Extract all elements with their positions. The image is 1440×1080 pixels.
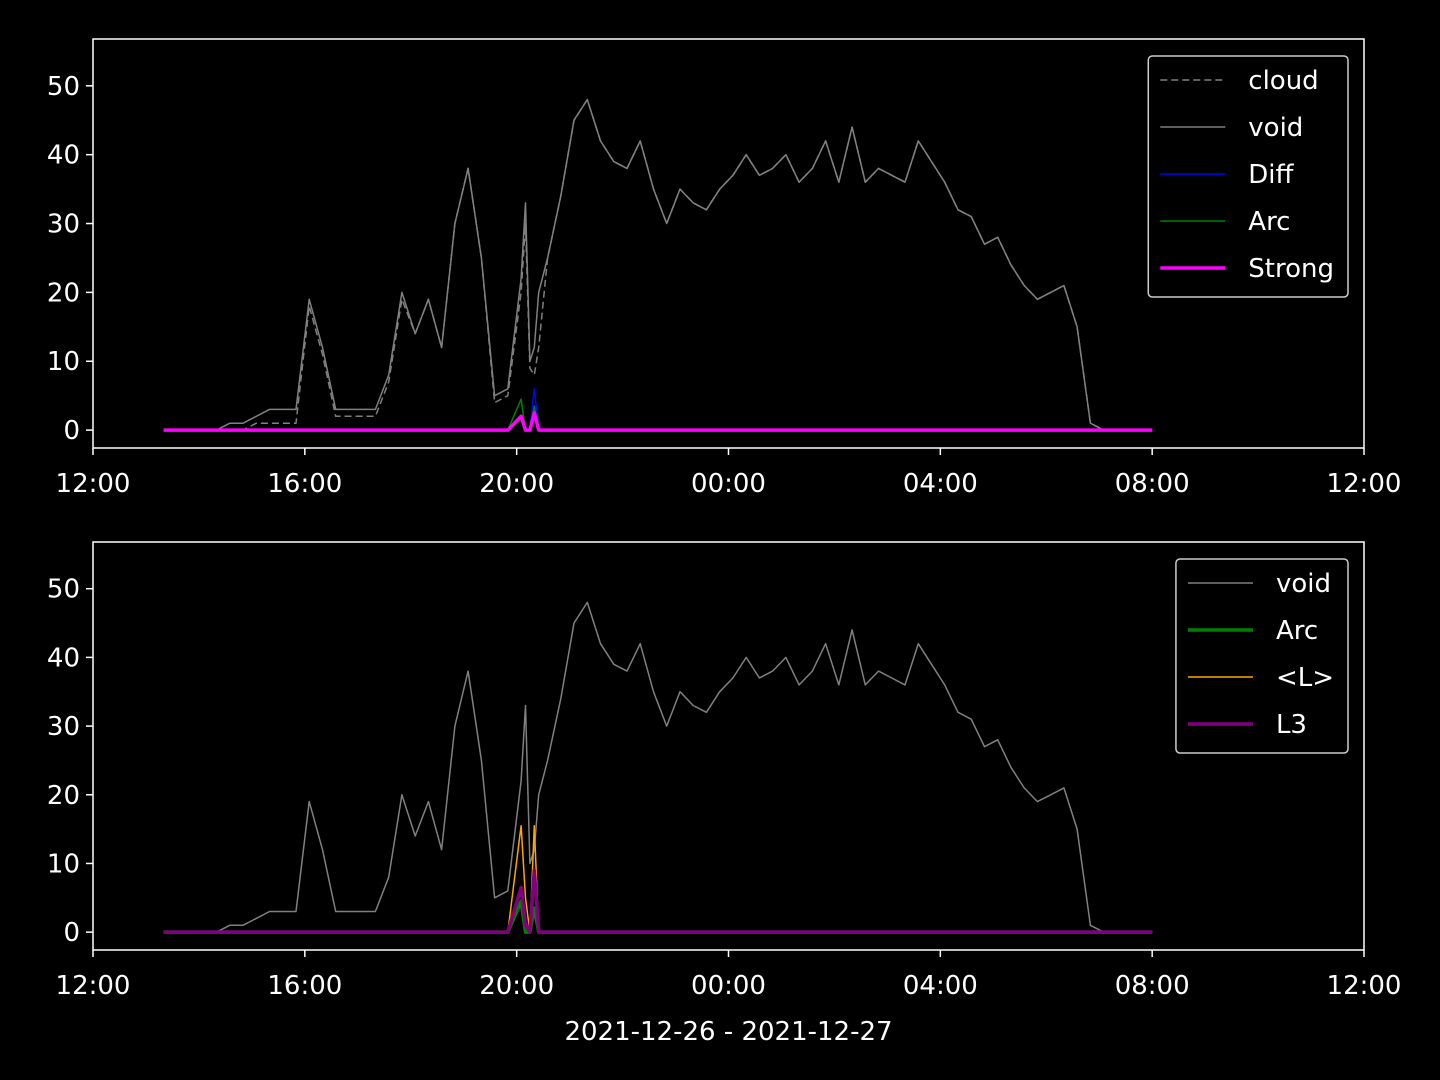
legend: cloud void Diff Arc Strong <box>1147 55 1349 298</box>
y-tick-label: 40 <box>47 643 80 673</box>
x-tick-label: 12:00 <box>1327 971 1402 1001</box>
axes-frame <box>92 38 1365 449</box>
legend-box <box>1147 55 1349 298</box>
axes-frame <box>92 541 1365 951</box>
y-tick-label: 30 <box>47 210 80 240</box>
y-tick-label: 20 <box>47 278 80 308</box>
series-line <box>163 868 1153 934</box>
y-tick-label: 0 <box>63 416 80 446</box>
y-tick-label: 0 <box>63 918 80 948</box>
y-tick-label: 50 <box>47 575 80 605</box>
legend: void Arc <L> L3 <box>1175 558 1349 754</box>
axes: 0 10 20 30 40 50 12:00 16:00 20:00 00:00 04:00 08:0… <box>47 38 1402 499</box>
x-axis-label: 2021-12-26 - 2021-12-27 <box>564 1017 892 1047</box>
series-line <box>163 411 1153 432</box>
legend-label: Diff <box>1248 160 1294 190</box>
y-tick-label: 50 <box>47 72 80 102</box>
y-tick-label: 10 <box>47 849 80 879</box>
x-tick-label: 04:00 <box>903 971 978 1001</box>
x-tick-label: 20:00 <box>479 469 554 499</box>
legend-label: Strong <box>1248 254 1334 284</box>
legend-label: cloud <box>1248 66 1318 96</box>
x-tick-label: 00:00 <box>691 971 766 1001</box>
legend-label: void <box>1276 569 1331 599</box>
y-tick-label: 10 <box>47 347 80 377</box>
x-tick-label: 16:00 <box>267 971 342 1001</box>
legend-label: Arc <box>1276 616 1318 646</box>
x-tick-label: 16:00 <box>267 469 342 499</box>
y-tick-label: 40 <box>47 141 80 171</box>
x-tick-label: 12:00 <box>56 469 131 499</box>
x-tick-label: 04:00 <box>903 469 978 499</box>
series-line <box>163 98 1153 431</box>
series-line <box>163 601 1153 933</box>
x-tick-label: 08:00 <box>1115 469 1190 499</box>
legend-box <box>1175 558 1349 754</box>
y-tick-label: 20 <box>47 781 80 811</box>
x-tick-label: 12:00 <box>56 971 131 1001</box>
y-tick-label: 30 <box>47 712 80 742</box>
legend-label: L3 <box>1276 710 1307 740</box>
axes: 0 10 20 30 40 50 12:00 16:00 20:00 00:00 04:00 08:0… <box>47 541 1402 1047</box>
legend-label: <L> <box>1276 663 1334 693</box>
x-tick-label: 20:00 <box>479 971 554 1001</box>
legend-label: void <box>1248 113 1303 143</box>
x-tick-label: 08:00 <box>1115 971 1190 1001</box>
x-tick-label: 12:00 <box>1327 469 1402 499</box>
x-tick-label: 00:00 <box>691 469 766 499</box>
legend-label: Arc <box>1248 207 1290 237</box>
